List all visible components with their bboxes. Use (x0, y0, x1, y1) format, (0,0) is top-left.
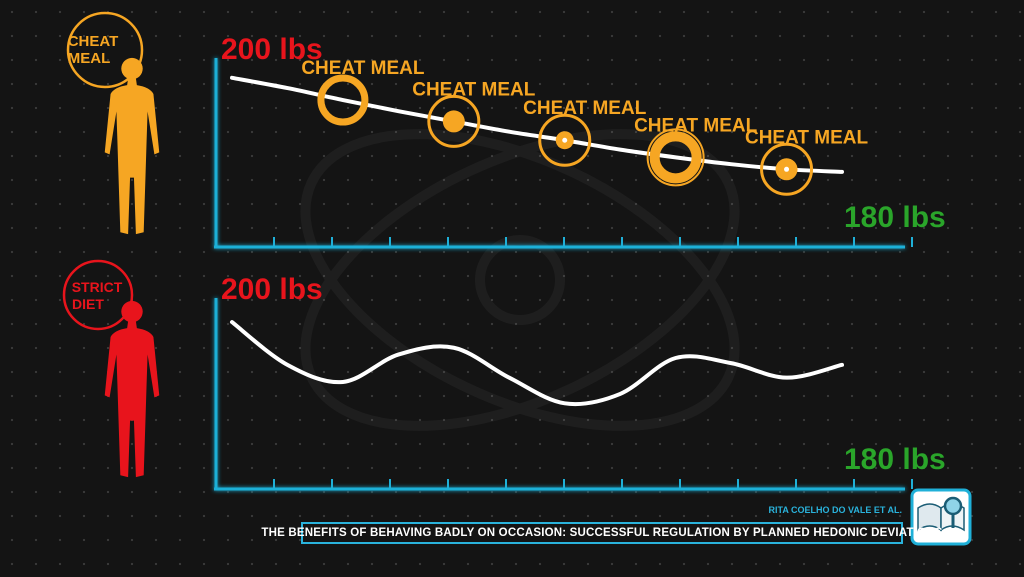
cheat-chart-start-weight: 200 lbs (221, 33, 323, 66)
strict-chart-end-weight: 180 lbs (844, 443, 946, 476)
marker-ring (649, 131, 702, 184)
strict-chart-weight-line (230, 320, 844, 407)
marker-ring (760, 142, 814, 196)
strict-diet-badge (62, 259, 134, 331)
cheat-meal-badge-line2: MEAL (68, 50, 111, 67)
cheat-chart-axes (214, 58, 905, 249)
marker-core (442, 110, 465, 133)
credit-text: RITA COELHO DO VALE ET AL. (768, 505, 903, 515)
strict-chart-start-weight: 200 lbs (221, 273, 323, 306)
cheat-chart-weight-line (230, 75, 844, 174)
marker-dot (562, 137, 568, 143)
cheat-meal-label: CHEAT MEAL (634, 115, 758, 136)
cheat-meal-label: CHEAT MEAL (523, 98, 647, 119)
strict-diet-person: STRICT DIET (62, 259, 160, 478)
strict-chart-axes (214, 298, 905, 491)
cheat-meal-person: CHEAT MEAL (66, 11, 160, 235)
cheat-meal-marker: CHEAT MEAL (634, 115, 758, 187)
study-caption: THE BENEFITS OF BEHAVING BADLY ON OCCASI… (261, 522, 942, 544)
strict-diet-chart: 200 lbs 180 lbs (214, 273, 946, 491)
strict-diet-badge-line1: STRICT (72, 279, 123, 295)
strict-diet-badge-line2: DIET (72, 296, 104, 312)
cheat-chart-end-weight: 180 lbs (844, 201, 946, 234)
marker-outer-ring (646, 128, 705, 187)
cheat-meal-marker: CHEAT MEAL (412, 79, 536, 148)
cheat-chart-ticks (273, 237, 913, 247)
cheat-meal-marker: CHEAT MEAL (745, 127, 869, 196)
marker-ring (427, 94, 481, 148)
cheat-meal-marker: CHEAT MEAL (301, 58, 425, 126)
marker-ring (317, 74, 369, 126)
cheat-meal-badge (66, 11, 144, 89)
cheat-meal-label: CHEAT MEAL (301, 58, 425, 79)
cheat-meal-label: CHEAT MEAL (412, 79, 536, 100)
book-magnifier-icon (910, 488, 972, 546)
person-silhouette-icon (104, 57, 160, 235)
marker-ring (538, 113, 592, 167)
marker-dot (784, 166, 790, 172)
cheat-meal-badge-line1: CHEAT (68, 33, 119, 50)
person-silhouette-icon (104, 300, 160, 478)
strict-chart-ticks (273, 479, 913, 489)
cheat-meal-label: CHEAT MEAL (745, 127, 869, 148)
cheat-meal-marker: CHEAT MEAL (523, 98, 647, 167)
